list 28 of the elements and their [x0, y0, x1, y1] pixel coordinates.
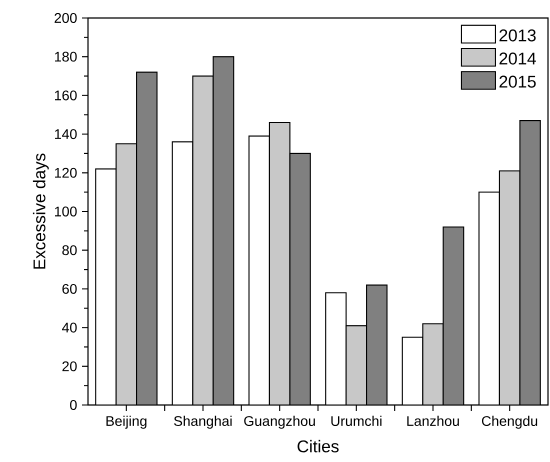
- y-tick-label: 200: [54, 13, 77, 23]
- y-tick-label: 60: [62, 284, 77, 294]
- legend-label: 2014: [500, 52, 536, 65]
- bar: [212, 56, 234, 406]
- y-tick-label: 140: [55, 129, 77, 140]
- bar: [519, 120, 541, 406]
- x-tick-label: Lanzhou: [407, 416, 459, 426]
- x-tick-label: Chengdu: [482, 416, 538, 429]
- x-tick-label: Beijing: [106, 416, 146, 429]
- y-axis-title: Excessive days: [32, 154, 49, 269]
- legend-label: 2013: [500, 29, 536, 42]
- x-tick-label: Guangzhou: [244, 416, 315, 429]
- y-tick-label: 180: [55, 52, 77, 62]
- y-tick-label: 40: [62, 322, 77, 333]
- y-tick-label: 160: [55, 90, 77, 100]
- y-tick-label: 0: [70, 400, 77, 410]
- legend-label: 2015: [500, 76, 536, 88]
- bar: [442, 226, 464, 406]
- bar: [366, 284, 388, 406]
- x-tick-label: Urumchi: [331, 416, 382, 426]
- x-tick-label: Shanghai: [174, 416, 232, 429]
- bar: [136, 72, 158, 406]
- y-tick-label: 80: [62, 245, 77, 256]
- x-axis-title: Cities: [298, 440, 339, 452]
- y-tick-label: 100: [55, 206, 77, 216]
- bar: [289, 152, 311, 406]
- y-tick-label: 120: [55, 168, 77, 178]
- y-tick-label: 20: [62, 361, 77, 372]
